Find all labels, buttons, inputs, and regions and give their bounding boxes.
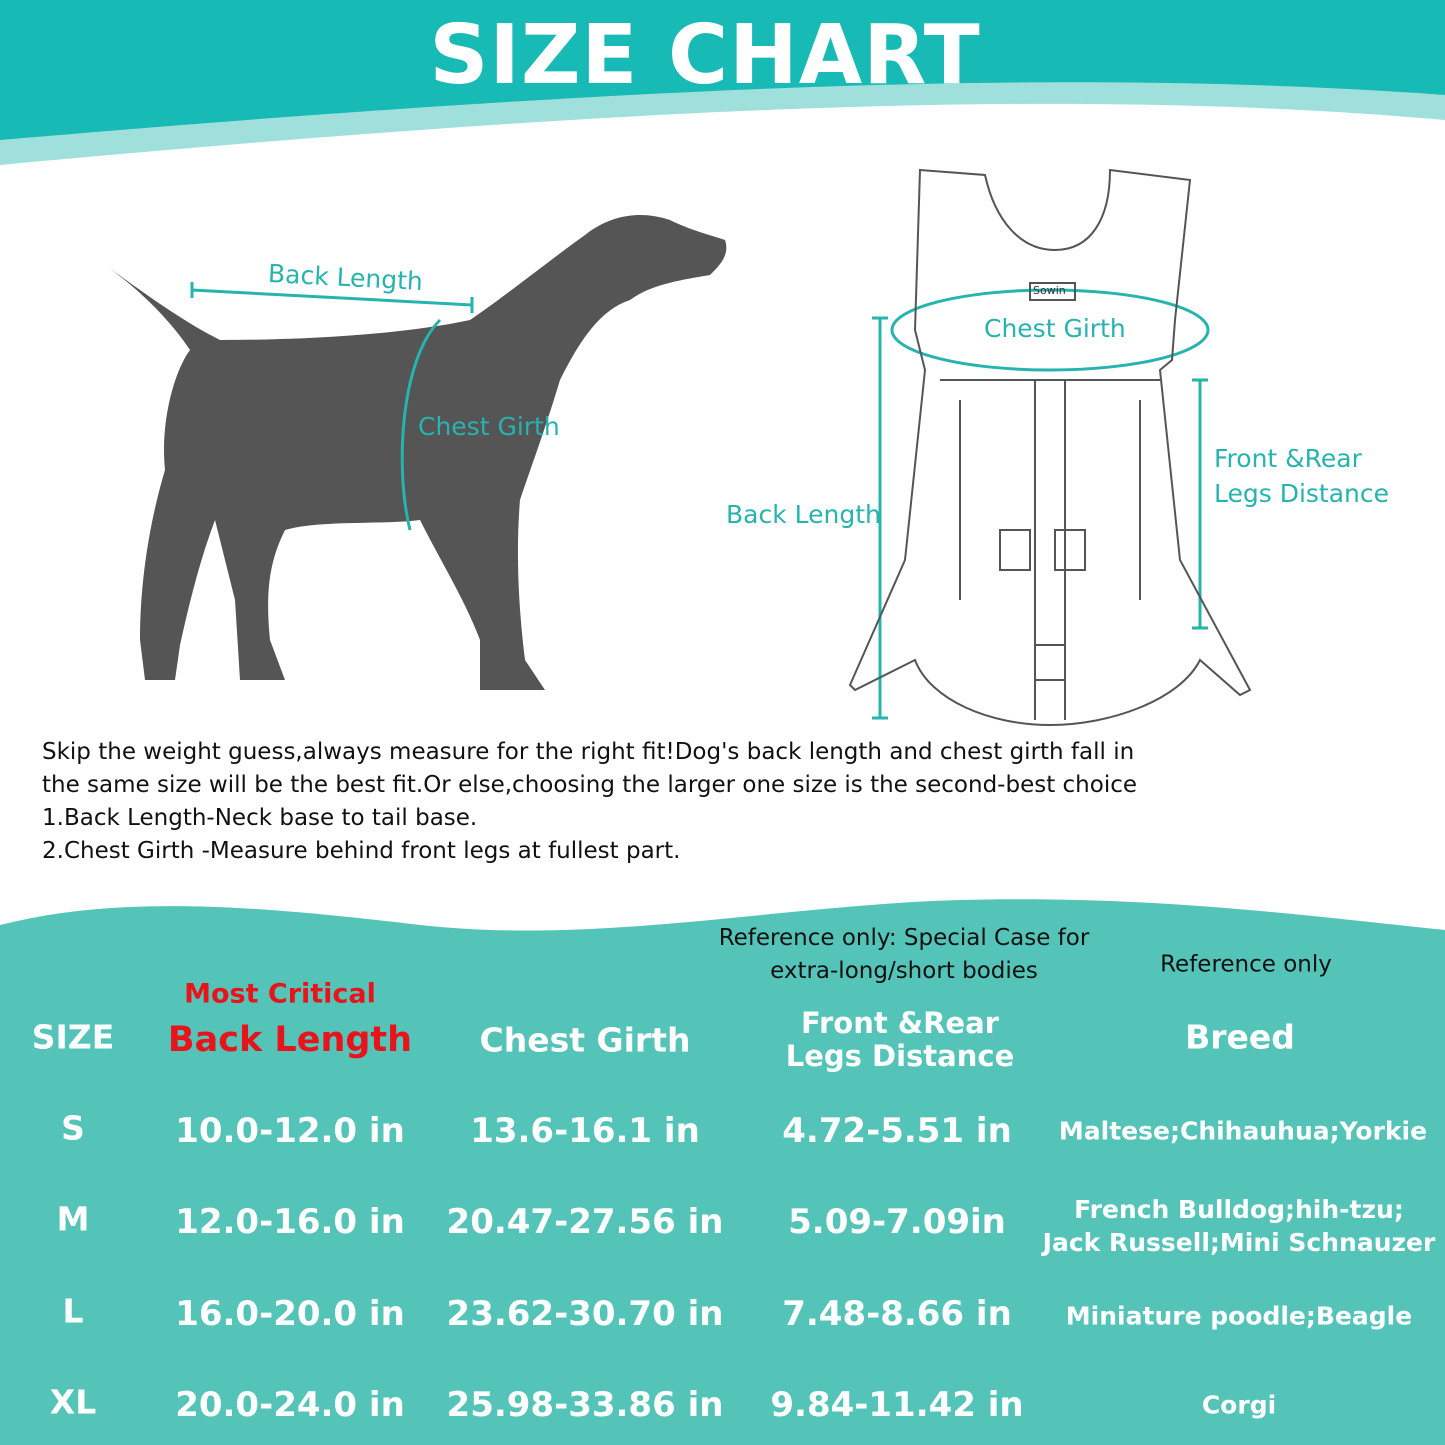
header-band: [0, 0, 1445, 140]
breed-reference-note: Reference only: [1160, 951, 1332, 978]
legs-reference-note: Reference only: Special Case for extra-l…: [719, 922, 1090, 988]
breed-cell: Corgi: [1201, 1390, 1277, 1420]
dog-chest-girth-label: Chest Girth: [418, 412, 560, 441]
most-critical-note: Most Critical: [184, 978, 376, 1010]
breed-line: French Bulldog;hih-tzu;: [1074, 1195, 1404, 1224]
size-cell: M: [56, 1199, 90, 1239]
dog-silhouette: [105, 215, 727, 690]
carrier-legs-distance-label: Front &Rear Legs Distance: [1214, 441, 1389, 511]
back-length-arrow: [190, 282, 474, 313]
back-length-cell: 12.0-16.0 in: [175, 1202, 405, 1242]
legs-distance-cell: 9.84-11.42 in: [770, 1385, 1024, 1425]
instruction-line: the same size will be the best fit.Or el…: [42, 772, 1138, 798]
carrier-legs-distance-line: [1192, 378, 1208, 630]
table-background: [0, 899, 1445, 1445]
header-breed: Breed: [1185, 1017, 1295, 1057]
legs-distance-cell: 5.09-7.09in: [788, 1202, 1006, 1242]
instruction-line: 1.Back Length-Neck base to tail base.: [42, 805, 478, 831]
carrier-logo: Sowin: [1033, 284, 1066, 297]
breed-cell: French Bulldog;hih-tzu; Jack Russell;Min…: [1043, 1193, 1436, 1259]
back-length-cell: 10.0-12.0 in: [175, 1111, 405, 1151]
note-line: Reference only: Special Case for: [718, 925, 1090, 951]
note-line: extra-long/short bodies: [770, 958, 1038, 984]
carrier-illustration: [848, 168, 1252, 727]
chest-girth-cell: 23.62-30.70 in: [446, 1294, 724, 1334]
carrier-chest-girth-arrow: [890, 288, 1210, 372]
back-length-cell: 16.0-20.0 in: [175, 1294, 405, 1334]
chest-girth-cell: 13.6-16.1 in: [470, 1111, 700, 1151]
breed-cell: Maltese;Chihauhua;Yorkie: [1058, 1116, 1428, 1146]
header-legs-distance: Front &Rear Legs Distance: [786, 1007, 1014, 1073]
legs-distance-cell: 4.72-5.51 in: [782, 1111, 1012, 1151]
size-cell: XL: [49, 1382, 97, 1422]
legs-distance-line1: Front &Rear: [1214, 444, 1362, 473]
chest-girth-arrow: [400, 318, 442, 531]
page-title: SIZE CHART: [429, 8, 981, 103]
header-back-length: Back Length: [167, 1020, 413, 1060]
carrier-back-length-line: [872, 316, 888, 720]
size-cell: S: [61, 1108, 85, 1148]
size-cell: L: [62, 1291, 84, 1331]
header-line: Front &Rear: [801, 1006, 999, 1040]
header-size: SIZE: [31, 1017, 115, 1057]
legs-distance-line2: Legs Distance: [1214, 479, 1390, 508]
chest-girth-cell: 25.98-33.86 in: [446, 1385, 724, 1425]
instruction-line: 2.Chest Girth -Measure behind front legs…: [42, 838, 681, 864]
header-chest-girth: Chest Girth: [479, 1020, 691, 1060]
legs-distance-cell: 7.48-8.66 in: [782, 1294, 1012, 1334]
breed-line: Jack Russell;Mini Schnauzer: [1042, 1228, 1436, 1257]
chest-girth-cell: 20.47-27.56 in: [446, 1202, 724, 1242]
measurement-instructions: Skip the weight guess,always measure for…: [42, 736, 1137, 868]
back-length-cell: 20.0-24.0 in: [175, 1385, 405, 1425]
carrier-chest-girth-label: Chest Girth: [984, 314, 1126, 343]
carrier-back-length-label: Back Length: [726, 500, 881, 529]
breed-cell: Miniature poodle;Beagle: [1065, 1301, 1413, 1331]
header-line: Legs Distance: [785, 1039, 1015, 1073]
instruction-line: Skip the weight guess,always measure for…: [42, 739, 1135, 765]
